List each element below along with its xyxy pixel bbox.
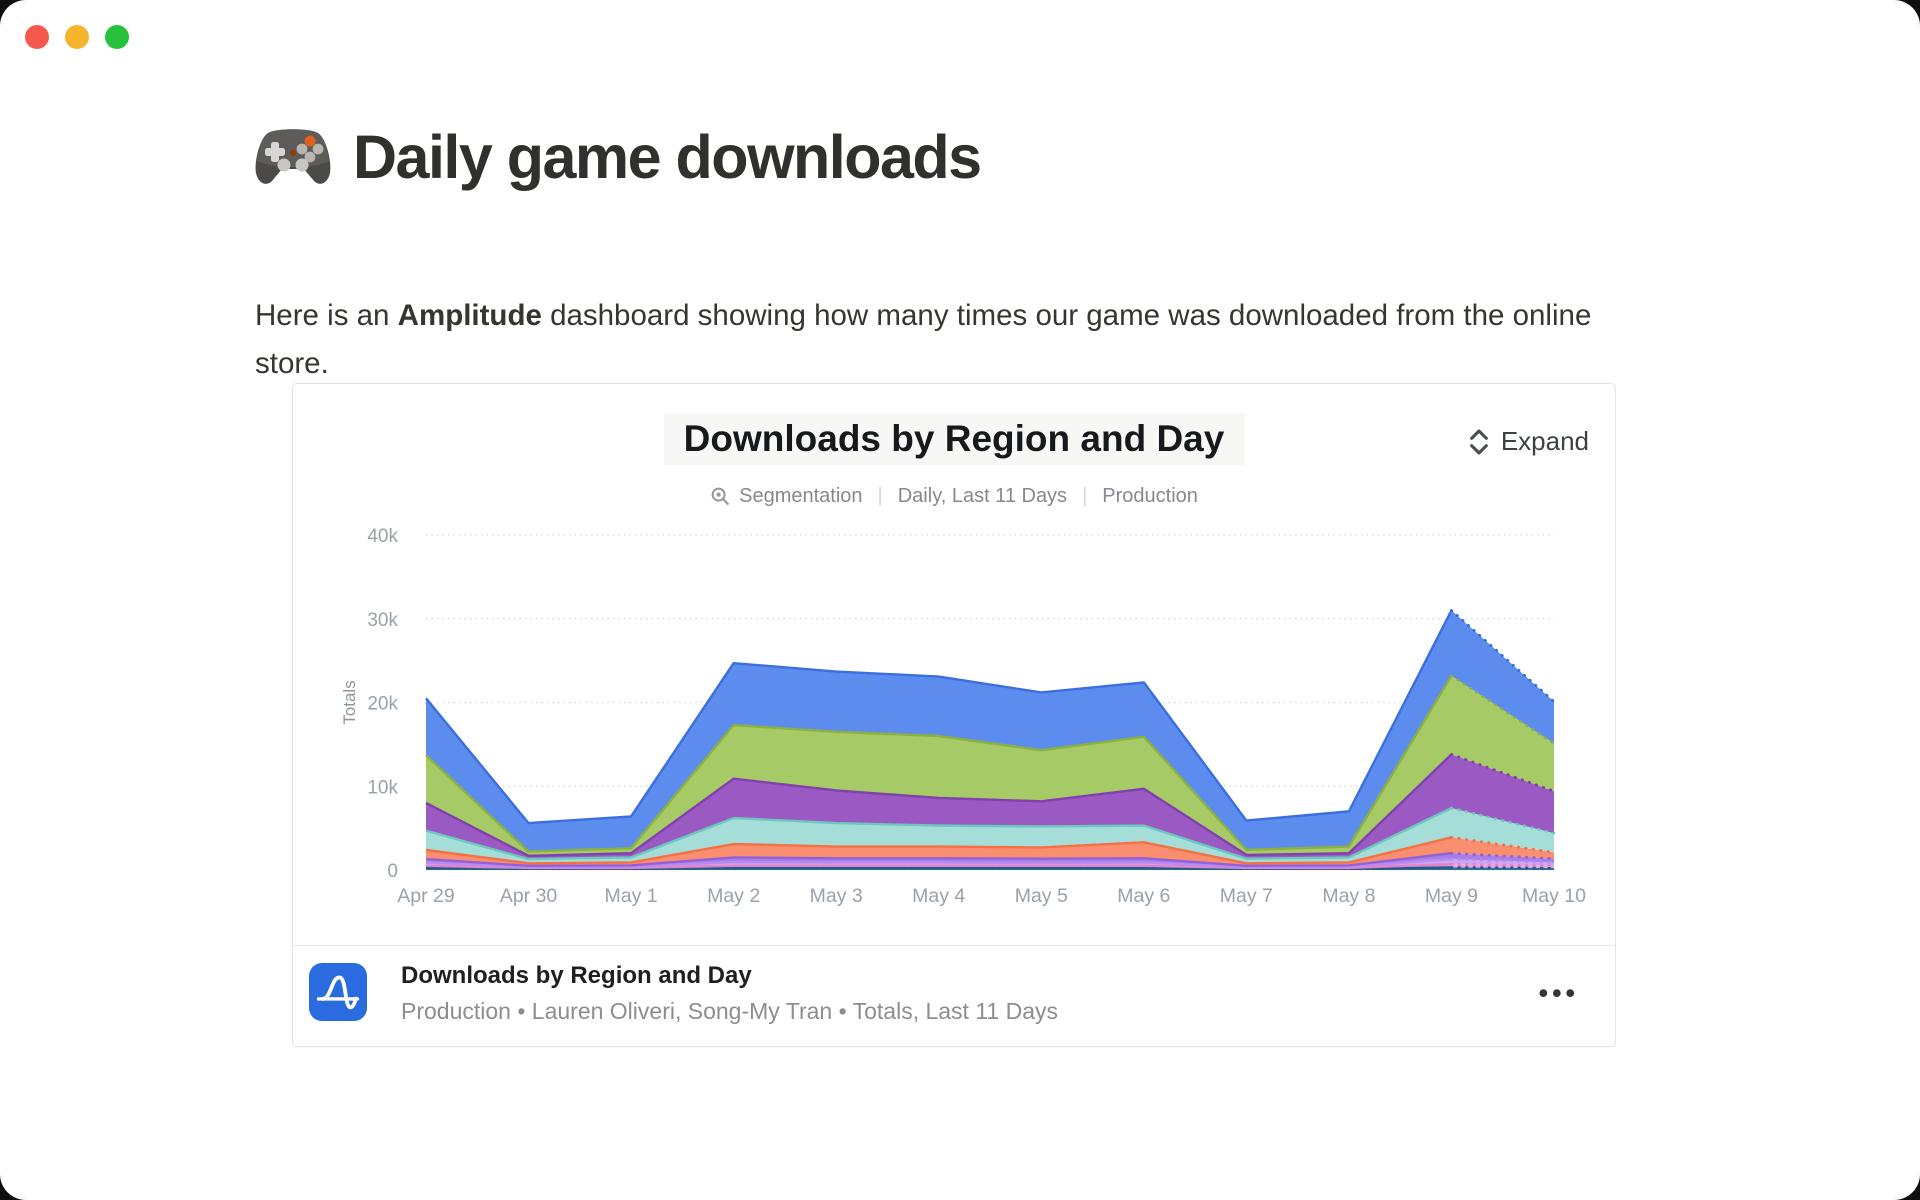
- minimize-window-button[interactable]: [65, 25, 89, 49]
- intro-text-bold: Amplitude: [397, 298, 542, 332]
- embed-footer: Downloads by Region and Day Production •…: [293, 945, 1615, 1046]
- meta-divider: |: [1082, 485, 1088, 507]
- chart-type-chip: Segmentation: [710, 485, 863, 508]
- page-header: Daily game downloads: [253, 122, 982, 192]
- zoom-window-button[interactable]: [105, 25, 129, 49]
- chart-env-label: Production: [1102, 485, 1198, 507]
- gamepad-emoji-icon: [253, 122, 333, 192]
- svg-text:May 3: May 3: [810, 885, 863, 907]
- ellipsis-menu-button[interactable]: •••: [1538, 978, 1579, 1008]
- svg-text:May 7: May 7: [1220, 885, 1273, 907]
- svg-text:May 6: May 6: [1117, 885, 1170, 907]
- chart-type-label: Segmentation: [739, 485, 863, 507]
- meta-divider: |: [877, 485, 883, 507]
- svg-text:30k: 30k: [367, 610, 398, 631]
- svg-text:May 1: May 1: [605, 885, 658, 907]
- footer-chart-subtitle: Production • Lauren Oliveri, Song-My Tra…: [401, 998, 1059, 1024]
- svg-text:Apr 30: Apr 30: [500, 885, 558, 907]
- svg-text:May 8: May 8: [1322, 885, 1375, 907]
- svg-text:May 5: May 5: [1015, 885, 1068, 907]
- page-title: Daily game downloads: [353, 123, 982, 191]
- svg-text:May 9: May 9: [1425, 885, 1478, 907]
- footer-chart-title: Downloads by Region and Day: [401, 962, 752, 989]
- svg-text:20k: 20k: [367, 694, 398, 715]
- expand-label: Expand: [1500, 426, 1589, 456]
- amplitude-embed-card: Downloads by Region and Day Expand Segme…: [292, 383, 1616, 1047]
- svg-text:May 10: May 10: [1522, 885, 1586, 907]
- svg-text:10k: 10k: [367, 777, 398, 798]
- window-controls: [25, 25, 129, 49]
- intro-paragraph: Here is an Amplitude dashboard showing h…: [255, 292, 1655, 388]
- chevrons-up-down-icon: [1469, 428, 1488, 455]
- close-window-button[interactable]: [25, 25, 49, 49]
- chart-range-label: Daily, Last 11 Days: [897, 485, 1068, 507]
- intro-text-pre: Here is an: [255, 298, 398, 332]
- svg-text:Apr 29: Apr 29: [397, 885, 454, 907]
- chart-title: Downloads by Region and Day: [663, 413, 1245, 465]
- expand-button[interactable]: Expand: [1468, 426, 1589, 457]
- amplitude-logo: [309, 963, 367, 1021]
- svg-text:40k: 40k: [367, 526, 398, 547]
- chart-meta-row: Segmentation | Daily, Last 11 Days | Pro…: [293, 485, 1615, 508]
- stacked-area-chart: 0 10k 20k 30k 40k Apr 29 Apr 30 May 1 May 2 May 3…: [340, 526, 1586, 907]
- segmentation-icon: [711, 487, 730, 505]
- svg-text:Totals: Totals: [340, 680, 359, 724]
- svg-text:May 4: May 4: [912, 885, 965, 907]
- svg-text:May 2: May 2: [707, 885, 760, 907]
- intro-text-post: dashboard showing how many times our gam…: [255, 298, 1592, 380]
- svg-text:0: 0: [387, 861, 398, 882]
